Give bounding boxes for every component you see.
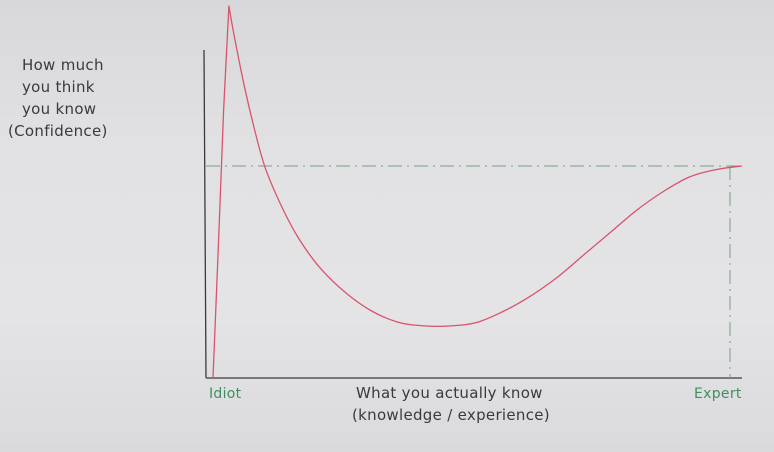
- y-axis-label-line: you know: [22, 100, 96, 118]
- x-tick-label: Expert: [694, 386, 742, 402]
- y-axis-label-line: (Confidence): [8, 122, 108, 140]
- y-axis: [203, 49, 207, 379]
- series-line: [212, 5, 743, 379]
- x-axis-label: What you actually know (knowledge / exper…: [352, 384, 550, 424]
- x-axis-label-line: What you actually know: [356, 384, 543, 402]
- x-tick-label: Idiot: [209, 386, 242, 402]
- y-axis-label-line: you think: [22, 78, 95, 96]
- y-axis-label: How much you think you know (Confidence): [8, 56, 108, 140]
- x-axis-label-line: (knowledge / experience): [352, 406, 550, 424]
- x-tick-labels: Idiot Expert: [209, 386, 742, 402]
- y-axis-label-line: How much: [22, 56, 104, 74]
